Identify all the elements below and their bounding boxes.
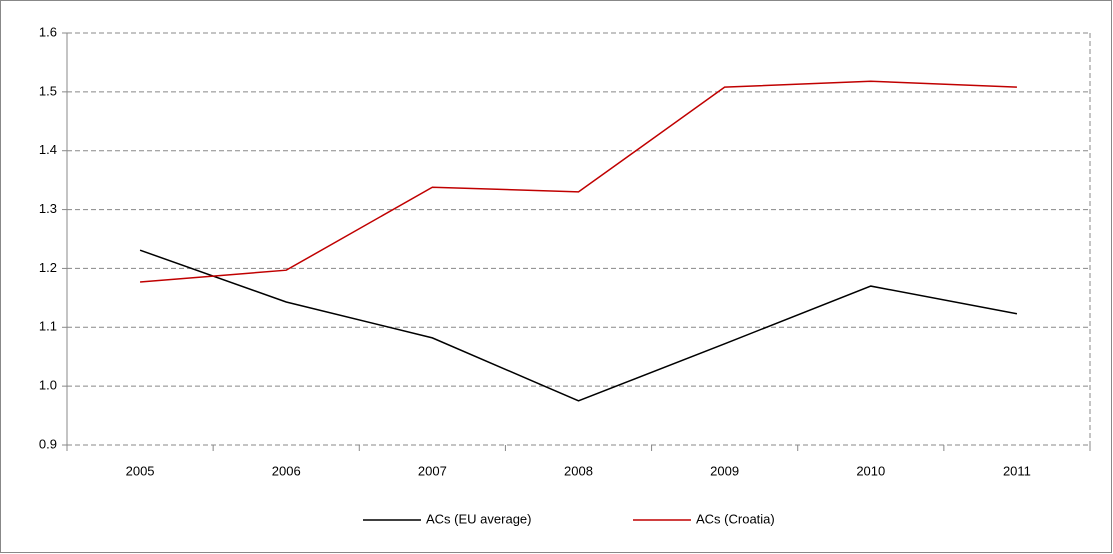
x-tick-label: 2011 bbox=[1003, 463, 1031, 478]
x-tick-label: 2008 bbox=[564, 463, 593, 478]
y-tick-label: 0.9 bbox=[39, 436, 57, 451]
x-tick-label: 2007 bbox=[418, 463, 447, 478]
series-line bbox=[140, 80, 1017, 283]
y-tick-label: 1.1 bbox=[39, 319, 57, 334]
x-tick-label: 2010 bbox=[856, 463, 885, 478]
y-tick-label: 1.0 bbox=[39, 378, 57, 393]
x-tick-label: 2009 bbox=[710, 463, 739, 478]
x-tick-label: 2005 bbox=[126, 463, 155, 478]
y-tick-label: 1.5 bbox=[39, 83, 57, 98]
y-tick-label: 1.3 bbox=[39, 201, 57, 216]
y-tick-label: 1.6 bbox=[39, 24, 57, 39]
x-tick-label: 2006 bbox=[272, 463, 301, 478]
series-line bbox=[139, 249, 1018, 402]
legend-label: ACs (Croatia) bbox=[696, 511, 775, 526]
y-tick-label: 1.4 bbox=[39, 142, 57, 157]
y-tick-label: 1.2 bbox=[39, 260, 57, 275]
legend-label: ACs (EU average) bbox=[426, 511, 531, 526]
